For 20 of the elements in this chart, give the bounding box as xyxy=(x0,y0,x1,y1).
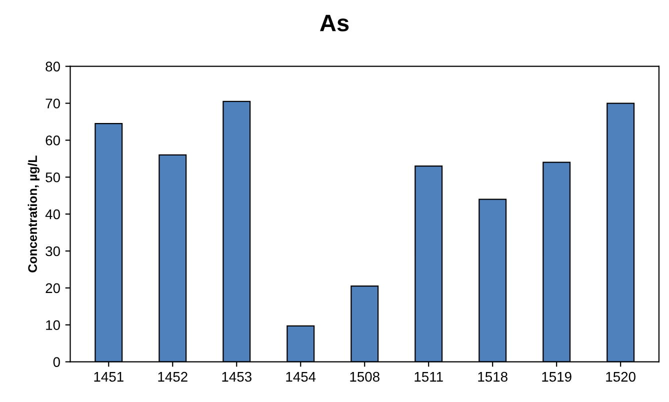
y-tick-label: 60 xyxy=(46,136,60,146)
y-tick-label: 50 xyxy=(46,172,60,182)
x-tick-label: 1518 xyxy=(478,372,508,382)
x-tick-label: 1520 xyxy=(606,372,636,382)
x-tick-label: 1453 xyxy=(222,372,252,382)
y-tick-label: 70 xyxy=(46,98,60,108)
x-tick-label: 1452 xyxy=(158,372,188,382)
x-tick-label: 1519 xyxy=(542,372,572,382)
x-tick-label: 1511 xyxy=(414,372,443,382)
y-tick-label: 30 xyxy=(46,246,60,256)
y-axis-title: Concentration, µg/L xyxy=(28,156,40,272)
y-tick-label: 10 xyxy=(46,320,60,330)
x-tick-label: 1454 xyxy=(286,372,316,382)
y-tick-label: 80 xyxy=(46,62,60,72)
chart-title: As xyxy=(320,14,349,32)
x-tick-label: 1508 xyxy=(350,372,380,382)
y-tick-label: 40 xyxy=(45,209,60,220)
x-tick-label: 1451 xyxy=(94,372,124,382)
y-tick-label: 20 xyxy=(46,283,60,294)
y-tick-label: 0 xyxy=(53,357,60,367)
